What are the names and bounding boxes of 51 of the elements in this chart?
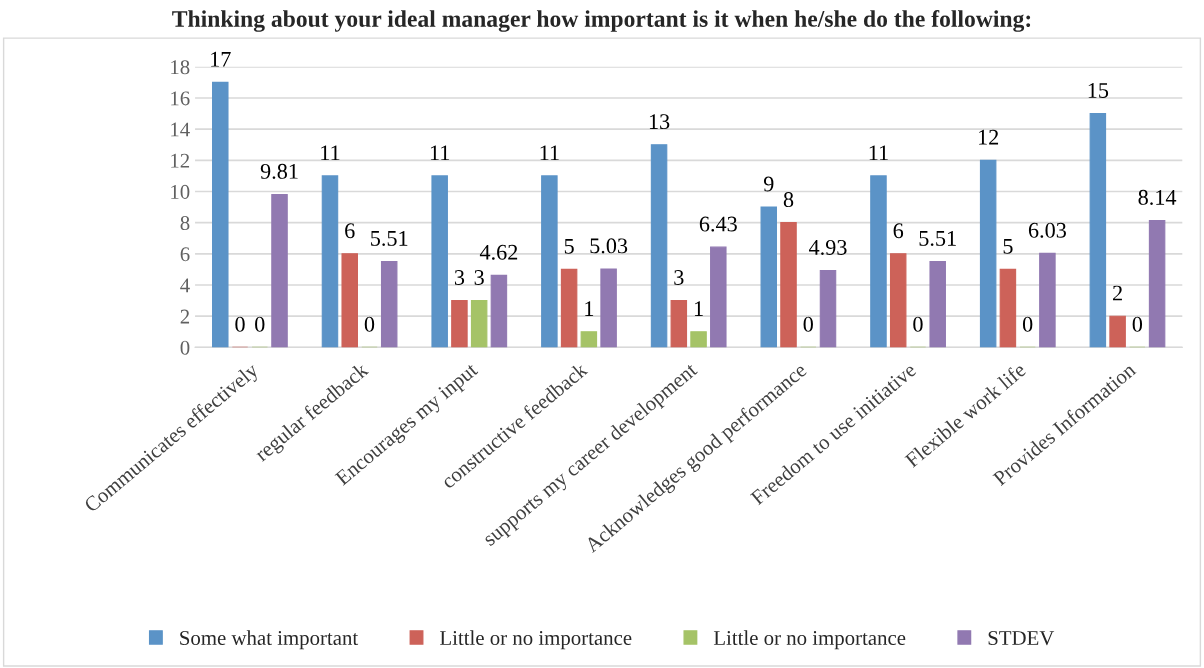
data-label: 0 (803, 316, 813, 332)
data-label: 0 (1022, 316, 1033, 332)
data-label: 5.03 (590, 238, 628, 254)
data-label: 3 (674, 270, 684, 285)
y-tick-label: 18 (171, 60, 190, 75)
data-label: 0 (913, 316, 923, 332)
data-label: 11 (869, 145, 888, 161)
data-label: 8.14 (1138, 189, 1177, 205)
data-label: 17 (211, 51, 231, 67)
data-label: 3 (474, 270, 484, 285)
data-label: 2 (1113, 285, 1122, 301)
data-label: 11 (430, 145, 450, 161)
data-label: 6.43 (699, 216, 737, 232)
data-label: 5 (564, 239, 574, 254)
data-label: 9.81 (260, 163, 298, 179)
data-label: 3 (454, 270, 465, 285)
data-label: 1 (585, 301, 594, 316)
data-label: 12 (979, 129, 999, 145)
y-tick-label: 10 (171, 184, 190, 199)
y-tick-label: 8 (180, 216, 190, 231)
data-label: 6 (893, 223, 904, 239)
data-label: 0 (255, 316, 265, 332)
legend-label: Some what important (180, 630, 359, 650)
data-label: 4.93 (808, 239, 847, 255)
data-label: 5 (1003, 239, 1013, 254)
data-label: 5.51 (371, 230, 408, 246)
chart-title: Thinking about your ideal manager how important is it when he/she do the following: (172, 10, 1031, 32)
data-label: 15 (1088, 83, 1109, 98)
data-label: 9 (763, 176, 774, 192)
data-label: 13 (649, 114, 670, 130)
data-label: 0 (235, 316, 245, 332)
y-tick-label: 12 (171, 153, 190, 168)
y-tick-label: 2 (180, 309, 190, 324)
y-tick-label: 0 (180, 340, 190, 355)
data-label: 8 (783, 192, 794, 208)
data-label: 0 (1132, 316, 1143, 332)
y-tick-label: 14 (171, 122, 190, 137)
y-tick-label: 4 (180, 278, 190, 293)
data-label: 11 (321, 145, 340, 161)
data-label: 6.03 (1028, 222, 1066, 238)
data-label: 0 (364, 316, 375, 332)
data-label: 6 (345, 223, 355, 239)
y-tick-label: 6 (180, 247, 190, 262)
y-tick-label: 16 (171, 91, 190, 106)
legend-label: STDEV (988, 631, 1055, 646)
data-label: 5.51 (919, 230, 956, 246)
data-label: 1 (694, 301, 703, 316)
data-label: 11 (540, 145, 559, 161)
legend-label: Little or no importance (713, 630, 906, 650)
data-label: 4.62 (479, 244, 518, 260)
legend-label: Little or no importance (440, 630, 632, 650)
